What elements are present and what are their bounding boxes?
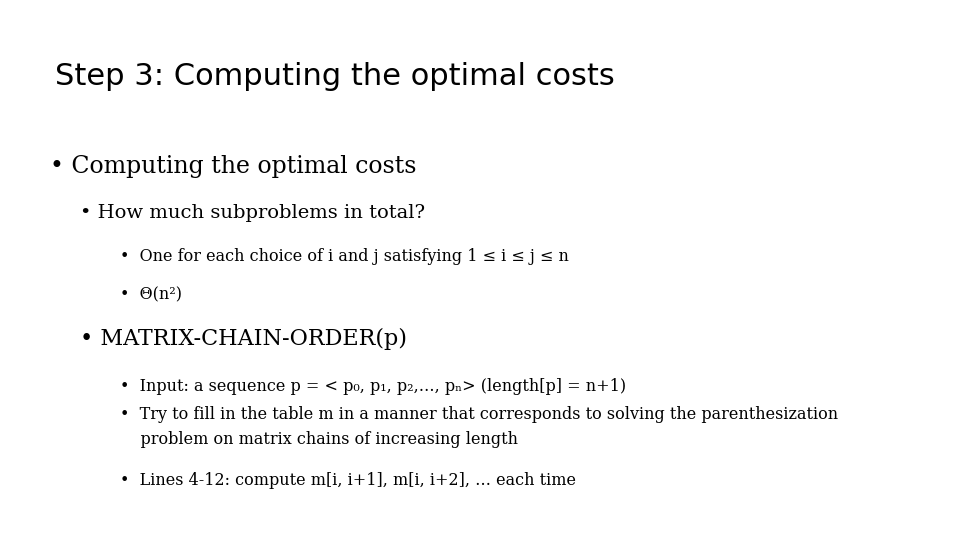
Text: •  Input: a sequence p = < p₀, p₁, p₂,…, pₙ> (length[p] = n+1): • Input: a sequence p = < p₀, p₁, p₂,…, … xyxy=(120,378,626,395)
Text: •  One for each choice of i and j satisfying 1 ≤ i ≤ j ≤ n: • One for each choice of i and j satisfy… xyxy=(120,248,569,265)
Text: •  Θ(n²): • Θ(n²) xyxy=(120,286,182,303)
Text: Step 3: Computing the optimal costs: Step 3: Computing the optimal costs xyxy=(55,62,614,91)
Text: • How much subproblems in total?: • How much subproblems in total? xyxy=(80,204,425,222)
Text: •  Try to fill in the table m in a manner that corresponds to solving the parent: • Try to fill in the table m in a manner… xyxy=(120,406,838,448)
Text: • MATRIX-CHAIN-ORDER(p): • MATRIX-CHAIN-ORDER(p) xyxy=(80,328,407,350)
Text: •  Lines 4-12: compute m[i, i+1], m[i, i+2], … each time: • Lines 4-12: compute m[i, i+1], m[i, i+… xyxy=(120,472,576,489)
Text: • Computing the optimal costs: • Computing the optimal costs xyxy=(50,155,417,178)
